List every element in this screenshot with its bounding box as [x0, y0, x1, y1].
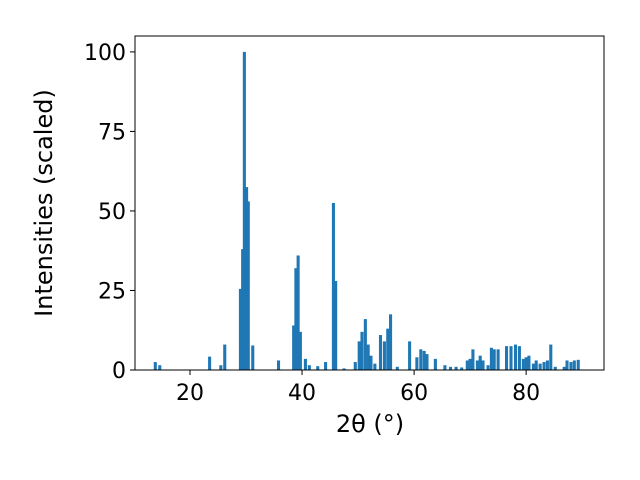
- y-tick-label: 50: [98, 200, 126, 225]
- bar: [545, 360, 549, 370]
- bar: [208, 356, 212, 370]
- bar: [238, 288, 242, 370]
- bar: [303, 358, 307, 370]
- x-axis-label: 2θ (°): [336, 410, 404, 438]
- bar: [504, 346, 509, 370]
- bar: [363, 319, 367, 370]
- bar: [357, 341, 361, 370]
- bar: [549, 344, 553, 370]
- x-tick-label: 20: [176, 381, 204, 406]
- bar: [296, 255, 300, 370]
- bar: [454, 366, 458, 370]
- bar: [460, 367, 464, 370]
- bar: [492, 349, 496, 370]
- bar: [468, 358, 472, 370]
- bar: [443, 365, 447, 370]
- bar: [433, 358, 437, 370]
- axes-frame: [134, 35, 605, 371]
- y-tick-label: 75: [98, 120, 126, 145]
- bar: [415, 357, 419, 370]
- bar: [382, 341, 386, 370]
- bar: [419, 349, 423, 370]
- bar: [251, 345, 255, 370]
- bar: [245, 187, 249, 370]
- bar: [534, 360, 538, 370]
- x-tick-label: 40: [288, 381, 316, 406]
- bar: [241, 249, 245, 370]
- x-tick-label: 80: [512, 381, 540, 406]
- bar: [246, 201, 250, 370]
- bar: [517, 346, 521, 370]
- bar: [569, 362, 573, 370]
- bar: [331, 203, 335, 370]
- bar: [298, 331, 302, 370]
- x-tick-label: 60: [400, 381, 428, 406]
- bar: [425, 354, 429, 370]
- bar: [334, 280, 338, 370]
- plot-area: [153, 51, 580, 371]
- bar: [294, 268, 298, 370]
- bar: [509, 346, 513, 370]
- bar: [465, 360, 469, 370]
- bar: [524, 357, 528, 370]
- bar: [513, 344, 518, 370]
- bar: [527, 355, 531, 370]
- bar: [353, 362, 357, 370]
- y-axis-label: Intensities (scaled): [30, 89, 58, 317]
- bar: [538, 363, 542, 370]
- bar: [276, 360, 281, 370]
- bar: [242, 51, 246, 371]
- bar: [292, 325, 296, 370]
- bar: [422, 350, 426, 370]
- bar: [223, 344, 227, 370]
- bar: [408, 341, 412, 370]
- bar: [521, 358, 525, 370]
- bar: [562, 366, 566, 370]
- bar: [481, 360, 485, 370]
- bar: [471, 349, 475, 370]
- bar: [307, 365, 311, 370]
- bar: [486, 365, 490, 370]
- y-tick-label: 100: [84, 41, 126, 66]
- bar: [386, 328, 390, 370]
- bar: [219, 365, 223, 370]
- bar: [478, 355, 482, 370]
- bar: [448, 366, 453, 370]
- bar: [342, 368, 346, 370]
- bar: [378, 335, 383, 370]
- bar: [553, 366, 557, 370]
- bar: [366, 344, 370, 370]
- bar: [316, 366, 320, 370]
- bar: [153, 362, 157, 370]
- bar: [572, 360, 576, 370]
- bar: [373, 363, 377, 370]
- bar: [496, 349, 500, 370]
- bar: [475, 360, 479, 370]
- y-tick-label: 0: [112, 359, 126, 384]
- bar: [324, 362, 328, 370]
- bar: [542, 362, 546, 370]
- bar: [389, 314, 393, 370]
- bar: [489, 347, 493, 370]
- bar: [369, 355, 373, 370]
- bar: [360, 331, 364, 370]
- bar: [531, 363, 535, 370]
- bar: [395, 366, 399, 370]
- bar: [565, 360, 569, 370]
- y-tick-label: 25: [98, 279, 126, 304]
- bar: [576, 359, 580, 370]
- bar: [158, 365, 162, 370]
